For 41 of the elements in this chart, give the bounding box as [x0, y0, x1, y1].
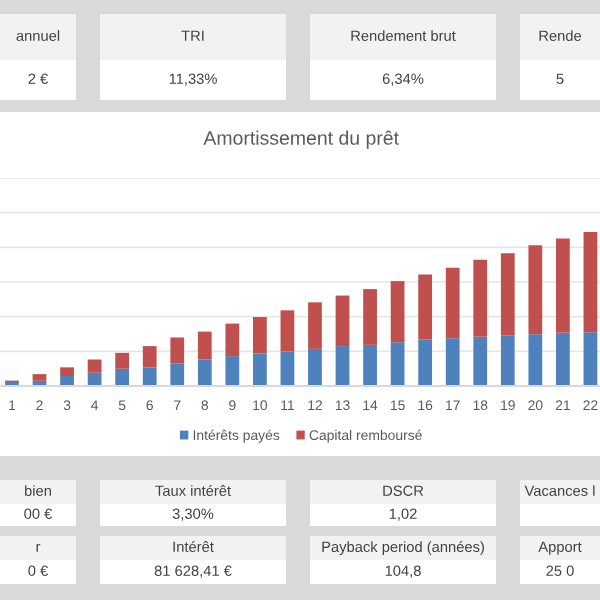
bar: [60, 375, 74, 386]
bar: [170, 337, 185, 364]
bar: [335, 346, 350, 386]
bar: [363, 289, 377, 345]
bar: [280, 310, 295, 352]
bar: [253, 353, 267, 386]
bar: [197, 359, 212, 386]
bar: [528, 334, 543, 386]
bar: [142, 367, 157, 386]
bar: [390, 342, 405, 386]
bar: [87, 359, 102, 373]
bar: [583, 231, 598, 333]
bar: [528, 245, 543, 335]
bar: [115, 352, 130, 369]
bar: [445, 267, 460, 339]
bar: [60, 367, 74, 376]
bar: [308, 348, 322, 386]
chart-title: Amortissement du prêt: [203, 130, 399, 149]
bar: [583, 332, 598, 386]
bar: [473, 259, 488, 337]
bar: [170, 363, 185, 386]
bar: [500, 253, 515, 336]
bar: [225, 323, 240, 357]
bar: [308, 302, 322, 349]
bar: [115, 368, 130, 386]
bar: [500, 335, 515, 386]
bar: [363, 344, 377, 386]
bar: [473, 336, 488, 386]
bar: [280, 351, 295, 386]
bar: [197, 331, 212, 360]
bar: [32, 374, 47, 381]
bar: [390, 281, 405, 343]
bar: [335, 295, 350, 347]
bar: [142, 346, 157, 368]
bar: [445, 338, 460, 386]
bar: [418, 274, 433, 340]
bar: [225, 356, 240, 386]
bar: [253, 316, 267, 354]
bar: [556, 238, 570, 333]
bar: [418, 339, 433, 386]
bar: [556, 332, 570, 386]
